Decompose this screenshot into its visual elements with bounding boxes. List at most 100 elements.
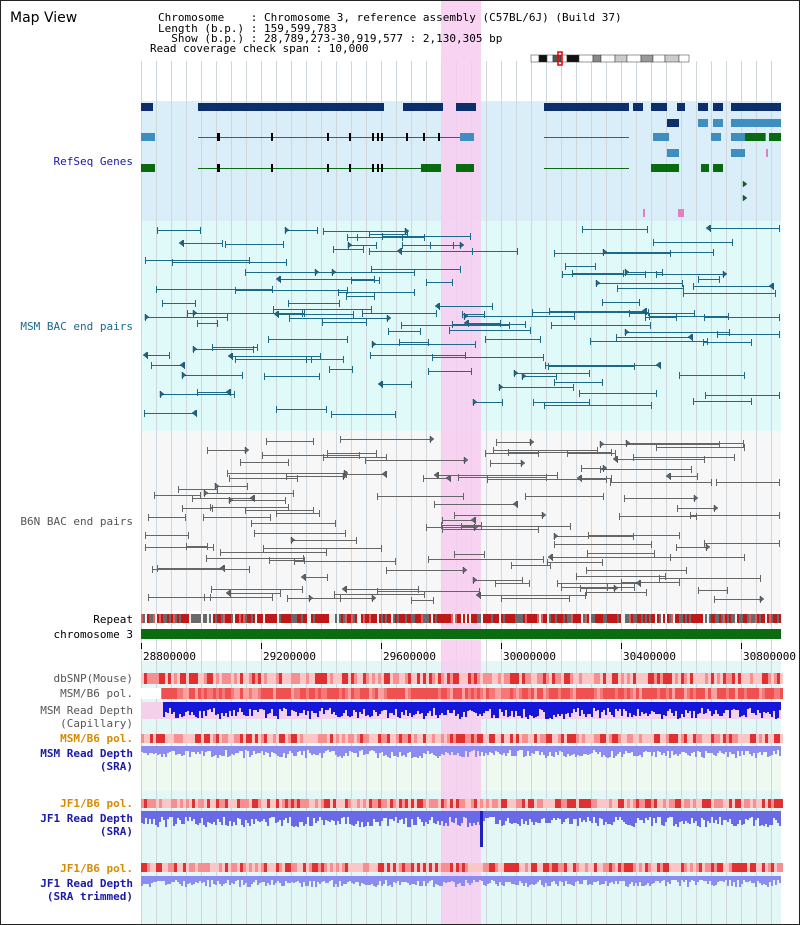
polymorphism-cell bbox=[198, 799, 201, 808]
polymorphism-cell bbox=[390, 673, 393, 684]
depth-bar bbox=[415, 876, 417, 885]
depth-bar bbox=[277, 811, 279, 822]
depth-bar bbox=[515, 702, 517, 711]
track-label-msm-depth-capillary[interactable]: MSM Read Depth bbox=[40, 704, 133, 717]
ideogram-band bbox=[678, 54, 690, 63]
depth-bar bbox=[429, 876, 431, 881]
polymorphism-cell bbox=[771, 863, 774, 872]
track-label-msm-depth-sra[interactable]: MSM Read Depth bbox=[40, 747, 133, 760]
msm-bac-pair-end bbox=[151, 362, 152, 369]
polymorphism-cell bbox=[513, 688, 516, 699]
gene-exon bbox=[381, 164, 383, 172]
depth-bar bbox=[639, 811, 641, 820]
depth-bar bbox=[241, 811, 243, 825]
track-label-msm-b6-pol-2[interactable]: MSM/B6 pol. bbox=[60, 732, 133, 745]
depth-bar bbox=[189, 811, 191, 817]
repeat-segment bbox=[597, 614, 599, 623]
depth-bar bbox=[693, 746, 695, 752]
repeat-segment bbox=[677, 614, 679, 623]
track-label-msm-bac[interactable]: MSM BAC end pairs bbox=[20, 320, 133, 333]
depth-bar bbox=[723, 811, 725, 820]
track-label-jf1-b6-pol-2[interactable]: JF1/B6 pol. bbox=[60, 862, 133, 875]
depth-bar bbox=[501, 702, 503, 712]
polymorphism-cell bbox=[603, 688, 606, 699]
track-label-msm-b6-pol-1[interactable]: MSM/B6 pol. bbox=[60, 687, 133, 700]
depth-bar bbox=[705, 746, 707, 751]
msm-bac-pair-end bbox=[283, 241, 284, 248]
repeat-segment bbox=[157, 614, 159, 623]
gene-exon bbox=[271, 133, 273, 141]
depth-bar bbox=[451, 702, 453, 713]
depth-bar bbox=[151, 876, 153, 883]
depth-bar bbox=[177, 811, 179, 818]
depth-bar bbox=[149, 876, 151, 887]
repeat-segment bbox=[553, 614, 555, 623]
b6n-bac-pair-end bbox=[200, 492, 201, 499]
depth-bar bbox=[147, 746, 149, 755]
depth-bar bbox=[665, 702, 667, 716]
polymorphism-cell bbox=[780, 734, 783, 743]
depth-bar bbox=[653, 746, 655, 752]
polymorphism-cell bbox=[273, 673, 276, 684]
depth-bar bbox=[505, 811, 507, 821]
axis-tick-label: 29600000 bbox=[383, 650, 436, 663]
depth-bar bbox=[309, 746, 311, 753]
depth-gap bbox=[141, 702, 163, 719]
polymorphism-cell bbox=[282, 799, 285, 808]
polymorphism-cell bbox=[147, 863, 150, 872]
track-label-jf1-b6-pol-1[interactable]: JF1/B6 pol. bbox=[60, 797, 133, 810]
polymorphism-cell bbox=[510, 799, 513, 808]
polymorphism-cell bbox=[387, 799, 390, 808]
polymorphism-cell bbox=[213, 673, 216, 684]
b6n-bac-pair-end bbox=[615, 450, 616, 457]
polymorphism-cell bbox=[495, 673, 498, 684]
depth-bar bbox=[415, 811, 417, 825]
polymorphism-cell bbox=[516, 688, 519, 699]
polymorphism-cell bbox=[234, 734, 237, 743]
polymorphism-cell bbox=[342, 799, 345, 808]
polymorphism-cell bbox=[741, 799, 744, 808]
polymorphism-cell bbox=[213, 863, 216, 872]
depth-bar bbox=[441, 746, 443, 754]
track-label-dbsnp[interactable]: dbSNP(Mouse) bbox=[53, 672, 133, 685]
depth-bar bbox=[643, 746, 645, 752]
depth-bar bbox=[189, 876, 191, 883]
track-label-b6n-bac[interactable]: B6N BAC end pairs bbox=[20, 515, 133, 528]
depth-bar bbox=[481, 876, 483, 881]
polymorphism-cell bbox=[669, 863, 672, 872]
track-label-repeat[interactable]: Repeat bbox=[93, 613, 133, 626]
depth-bar bbox=[219, 746, 221, 755]
polymorphism-cell bbox=[507, 673, 510, 684]
depth-bar bbox=[485, 876, 487, 886]
polymorphism-cell bbox=[336, 734, 339, 743]
gene-exon bbox=[544, 103, 629, 111]
polymorphism-cell bbox=[519, 688, 522, 699]
depth-bar bbox=[195, 876, 197, 882]
depth-bar bbox=[665, 746, 667, 756]
track-label-jf1-depth-trimmed[interactable]: JF1 Read Depth bbox=[40, 877, 133, 890]
depth-bar bbox=[181, 876, 183, 886]
repeat-segment bbox=[327, 614, 329, 623]
depth-bar bbox=[427, 702, 429, 713]
track-label-jf1-depth-sra[interactable]: JF1 Read Depth bbox=[40, 812, 133, 825]
polymorphism-cell bbox=[675, 688, 678, 699]
depth-bar bbox=[157, 746, 159, 755]
polymorphism-cell bbox=[585, 863, 588, 872]
track-label-refseq[interactable]: RefSeq Genes bbox=[53, 155, 133, 168]
polymorphism-cell bbox=[516, 673, 519, 684]
polymorphism-cell bbox=[156, 734, 159, 743]
repeat-segment bbox=[347, 614, 349, 623]
polymorphism-cell bbox=[255, 673, 258, 684]
repeat-segment bbox=[295, 614, 297, 623]
depth-bar bbox=[435, 746, 437, 756]
depth-bar bbox=[491, 876, 493, 880]
depth-bar bbox=[313, 746, 315, 754]
depth-bar bbox=[153, 746, 155, 754]
msm-bac-pair-end bbox=[428, 368, 429, 375]
depth-bar bbox=[613, 876, 615, 884]
strand-arrow bbox=[300, 573, 306, 581]
repeat-segment bbox=[637, 614, 639, 623]
depth-bar bbox=[445, 811, 447, 823]
polymorphism-cell bbox=[159, 673, 162, 684]
